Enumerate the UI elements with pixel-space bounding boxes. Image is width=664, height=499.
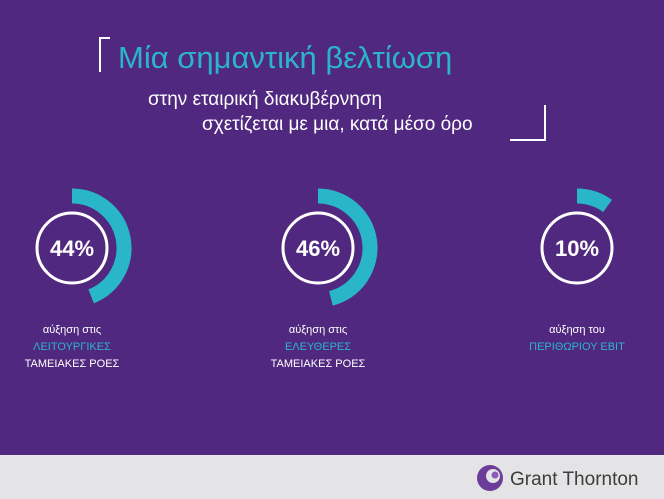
caption: αύξηση στις [289, 324, 347, 336]
caption: ΕΛΕΥΘΕΡΕΣ [285, 341, 351, 353]
ring [540, 211, 614, 285]
brand: Grant Thornton [510, 469, 639, 490]
subtitle: στην εταιρική διακυβέρνηση [148, 89, 382, 110]
logo-mark [491, 471, 499, 479]
progress-arc [317, 188, 378, 306]
progress-arc [576, 188, 612, 213]
progress-arc [71, 188, 132, 304]
ring [35, 211, 109, 285]
bracket-top [99, 37, 110, 72]
bracket-bottom [510, 105, 546, 141]
logo [477, 465, 503, 491]
stats: 44% αύξηση στις ΛΕΙΤΟΥΡΓΙΚΕΣ ΤΑΜΕΙΑΚΕΣ ΡΟΕΣ… [25, 188, 625, 370]
background [0, 0, 664, 455]
caption: ΤΑΜΕΙΑΚΕΣ ΡΟΕΣ [271, 358, 366, 370]
value-label: 44% [50, 236, 94, 261]
caption: ΛΕΙΤΟΥΡΓΙΚΕΣ [33, 341, 111, 353]
ring [281, 211, 355, 285]
value-label: 46% [296, 236, 340, 261]
value-label: 10% [555, 236, 599, 261]
caption: αύξηση στις [43, 324, 101, 336]
caption: ΠΕΡΙΘΩΡΙΟΥ EBIT [529, 341, 625, 353]
caption: αύξηση του [549, 324, 605, 336]
subtitle: σχετίζεται με μια, κατά μέσο όρο [202, 114, 473, 135]
title: Μία σημαντική βελτίωση [118, 40, 452, 75]
footer-band [0, 455, 664, 499]
caption: ΤΑΜΕΙΑΚΕΣ ΡΟΕΣ [25, 358, 120, 370]
